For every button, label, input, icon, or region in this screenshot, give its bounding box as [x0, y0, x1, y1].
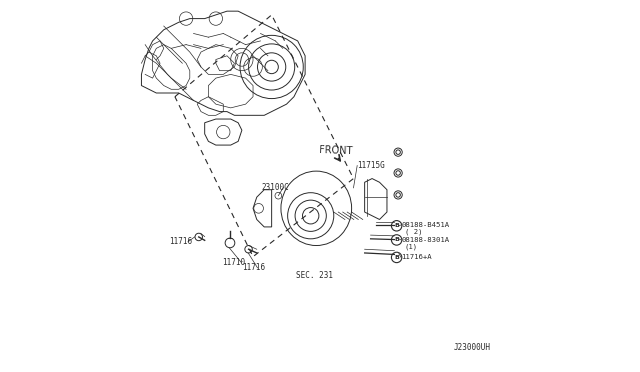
Text: B: B	[394, 223, 399, 228]
Text: 23100C: 23100C	[261, 183, 289, 192]
Text: FRONT: FRONT	[319, 145, 353, 156]
Text: 11710: 11710	[223, 258, 246, 267]
Text: 08188-B451A: 08188-B451A	[401, 222, 449, 228]
Text: SEC. 231: SEC. 231	[296, 271, 333, 280]
Text: J23000UH: J23000UH	[454, 343, 491, 352]
Text: 11716: 11716	[170, 237, 193, 246]
Text: 11715G: 11715G	[357, 161, 385, 170]
Text: ( 2): ( 2)	[405, 228, 422, 235]
Text: 11716: 11716	[243, 263, 266, 272]
Text: B: B	[394, 237, 399, 243]
Text: 11716+A: 11716+A	[401, 254, 432, 260]
Text: B: B	[394, 255, 399, 260]
Text: (1): (1)	[405, 243, 418, 250]
Text: 08188-8301A: 08188-8301A	[401, 237, 449, 243]
